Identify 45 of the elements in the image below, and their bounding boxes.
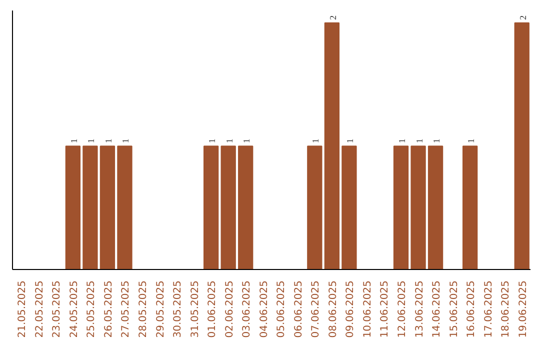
x-tick-label: 13.06.2025 [414, 280, 426, 338]
x-tick-label: 26.05.2025 [103, 280, 114, 338]
data-label: 1 [207, 138, 218, 144]
x-tick-label: 03.06.2025 [242, 280, 253, 338]
x-tick-label: 15.06.2025 [448, 280, 460, 338]
x-tick-label: 27.05.2025 [120, 280, 132, 338]
x-tick-label: 01.06.2025 [207, 280, 218, 338]
data-label: 1 [103, 138, 114, 144]
x-tick-label: 10.06.2025 [362, 280, 374, 338]
x-tick-label: 09.06.2025 [345, 280, 356, 338]
x-tick-label: 04.06.2025 [258, 280, 270, 338]
x-tick-label: 30.05.2025 [172, 280, 184, 338]
data-label: 1 [432, 138, 442, 144]
x-tick-label: 06.06.2025 [293, 280, 304, 338]
data-label: 1 [86, 138, 96, 144]
x-tick-label: 19.06.2025 [518, 280, 529, 338]
x-tick-label: 22.05.2025 [34, 280, 46, 338]
x-tick-label: 17.06.2025 [483, 280, 494, 338]
data-label: 1 [68, 138, 79, 144]
x-tick-label: 07.06.2025 [310, 280, 322, 338]
data-label: 1 [224, 138, 234, 144]
x-tick-label: 29.05.2025 [155, 280, 166, 338]
data-label: 1 [345, 138, 356, 144]
data-label: 1 [242, 138, 252, 144]
data-label: 1 [120, 138, 131, 144]
x-tick-label: 31.05.2025 [190, 280, 201, 338]
x-tick-label: 02.06.2025 [224, 280, 236, 338]
x-tick-label: 16.06.2025 [466, 280, 478, 338]
x-tick-label: 08.06.2025 [328, 280, 339, 338]
x-tick-label: 25.05.2025 [86, 280, 98, 338]
data-label: 2 [328, 15, 338, 20]
data-label: 2 [518, 15, 528, 20]
x-tick-label: 12.06.2025 [397, 280, 408, 338]
x-tick-label: 21.05.2025 [17, 280, 28, 338]
data-label: 1 [466, 138, 476, 144]
x-tick-label: 18.06.2025 [500, 280, 512, 338]
data-label: 1 [397, 138, 407, 144]
x-tick-label: 24.05.2025 [68, 280, 80, 338]
x-tick-label: 11.06.2025 [380, 280, 391, 338]
data-label: 1 [414, 138, 424, 144]
x-tick-label: 14.06.2025 [432, 280, 443, 338]
x-tick-label: 05.06.2025 [276, 280, 288, 338]
x-tick-label: 23.05.2025 [52, 280, 63, 338]
x-tick-label: 28.05.2025 [138, 280, 149, 338]
data-label: 1 [310, 138, 321, 144]
